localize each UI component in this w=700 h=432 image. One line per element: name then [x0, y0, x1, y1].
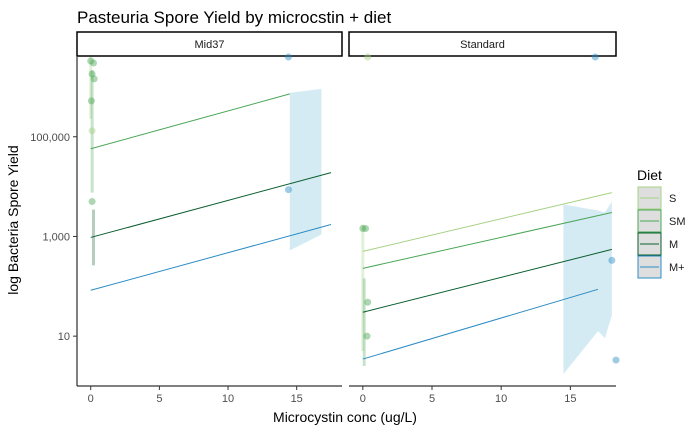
- facet-0-x-tick-label: 15: [291, 393, 303, 405]
- facet-1-strip: [348, 31, 617, 57]
- facet-1-fit-line: [362, 192, 612, 252]
- facet-0-point: [89, 59, 97, 67]
- facet-0-point: [88, 127, 96, 135]
- facet-0-strip-label: Mid37: [195, 39, 225, 51]
- facet-1-fit-line: [362, 288, 599, 360]
- facet-1-x-tick-label: 15: [564, 393, 576, 405]
- facet-1-x-tick-label: 10: [495, 393, 507, 405]
- facet-0-point: [284, 53, 292, 61]
- y-tick-label: 1,000: [42, 231, 70, 243]
- facet-1-point: [363, 332, 371, 340]
- facet-1-point: [608, 256, 616, 264]
- facet-1-point: [364, 53, 372, 61]
- facet-0-fit-line: [90, 224, 332, 291]
- facet-1-point: [362, 224, 370, 232]
- facet-0-strip: [76, 31, 343, 57]
- facet-1-x-tick-label: 5: [429, 393, 435, 405]
- facet-1-strip-label: Standard: [460, 39, 505, 51]
- facet-0-x-tick-label: 0: [88, 393, 94, 405]
- legend-label: M+: [669, 262, 685, 274]
- legend-label: S: [669, 193, 676, 205]
- facet-0-x-tick-label: 10: [222, 393, 234, 405]
- x-axis-label: Microcystin conc (ug/L): [273, 409, 417, 425]
- legend-label: M: [669, 239, 678, 251]
- facet-1-point: [359, 224, 367, 232]
- y-axis-label: log Bacteria Spore Yield: [5, 145, 21, 294]
- facet-1-fit-line: [362, 212, 612, 269]
- facet-0-point: [87, 57, 95, 65]
- legend: Diet S SM M M+: [637, 167, 686, 279]
- facet-0-point: [87, 97, 95, 105]
- legend-label: SM: [669, 216, 686, 228]
- chart-title: Pasteuria Spore Yield by microcstin + di…: [77, 8, 391, 27]
- facet-0-point: [284, 186, 292, 194]
- legend-title: Diet: [637, 167, 662, 183]
- facets: Mid37 0 5 10 15 10 1,000 100,000 Standard 0 5 10 15: [30, 31, 620, 405]
- facet-1-fit-line: [362, 248, 612, 313]
- facet-0-fit-line: [90, 93, 290, 150]
- facet-1-point: [591, 53, 599, 61]
- facet-0-ribbon: [289, 88, 322, 251]
- y-tick-label: 10: [58, 331, 70, 343]
- y-tick-label: 100,000: [30, 132, 70, 144]
- facet-0-fit-line: [90, 172, 332, 238]
- facet-0-point: [88, 70, 96, 78]
- facet-0-point: [88, 198, 96, 206]
- facet-1-ribbon: [563, 201, 612, 375]
- facet-1-point: [364, 298, 372, 306]
- facet-0-x-tick-label: 5: [156, 393, 162, 405]
- facet-1-x-tick-label: 0: [360, 393, 366, 405]
- facet-0-point: [90, 75, 98, 83]
- facet-1-point: [612, 356, 620, 364]
